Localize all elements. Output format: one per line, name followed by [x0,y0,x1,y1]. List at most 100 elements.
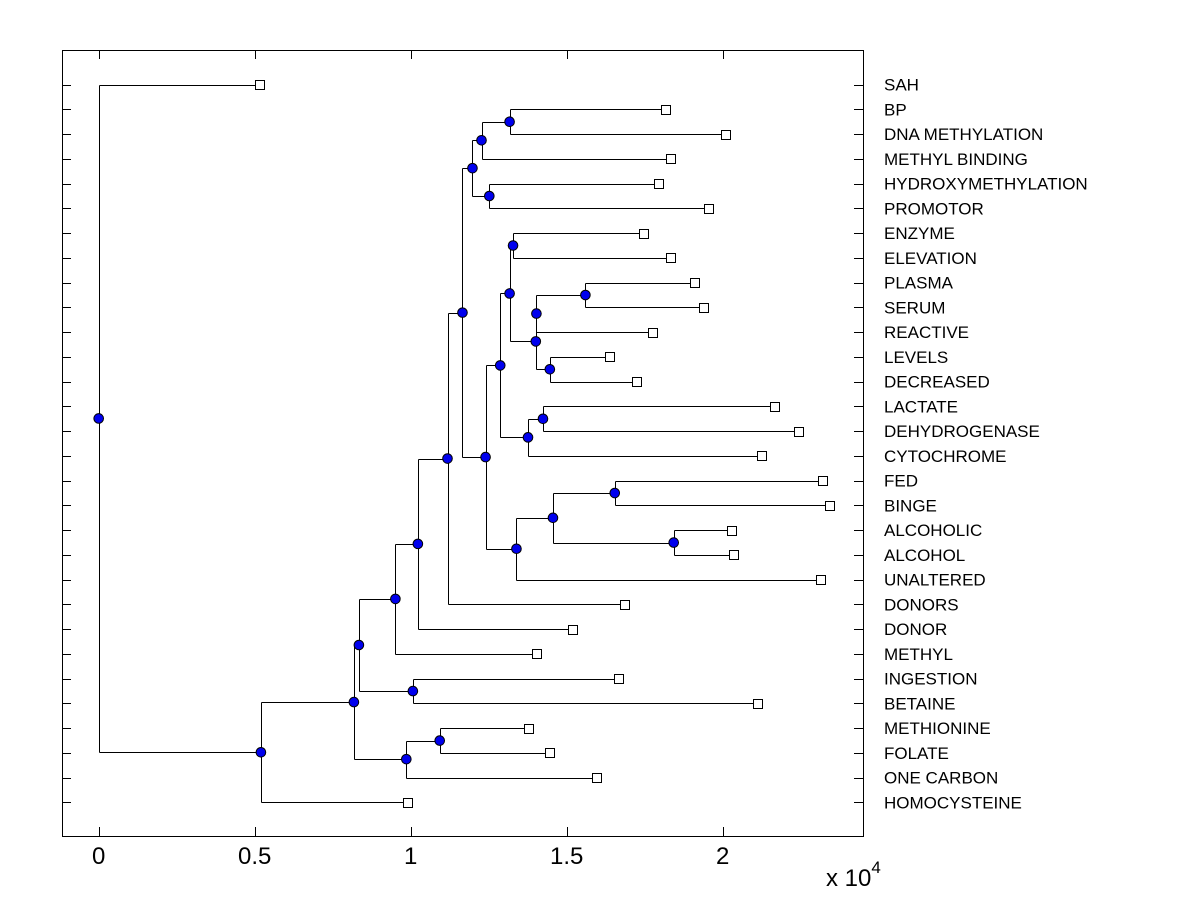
text-layer: 0 0.5 1 1.5 2 SAH BP DNA METHYLATION METHYL BIND… [92,76,1088,892]
leaf-label: BETAINE [884,694,955,713]
x-tick-label: 0.5 [238,843,271,870]
leaf-label: DONOR [884,620,947,639]
internal-node-marker[interactable] [407,685,419,697]
x-tick-label: 2 [716,843,729,870]
internal-node-marker[interactable] [580,289,591,301]
internal-node-marker[interactable] [511,543,522,555]
leaf-tip-marker[interactable] [403,798,413,808]
leaf-tip-marker[interactable] [704,204,714,214]
leaf-tip-marker[interactable] [614,674,624,684]
leaf-tip-marker[interactable] [757,451,767,461]
leaf-label: DEHYDROGENASE [884,422,1040,441]
leaf-tip-marker[interactable] [654,179,664,189]
internal-node-marker[interactable] [353,639,365,651]
leaf-tip-marker[interactable] [666,253,676,263]
leaf-tip-marker[interactable] [729,550,739,560]
leaf-tip-marker[interactable] [545,748,555,758]
leaf-tip-marker[interactable] [727,526,737,536]
leaf-label: FED [884,472,918,491]
internal-node-marker[interactable] [544,363,556,375]
internal-node-marker[interactable] [93,413,104,424]
leaf-label: ALCOHOLIC [884,521,982,540]
internal-node-marker[interactable] [401,753,412,765]
leaf-tip-marker[interactable] [661,105,671,115]
axis-ticks [62,50,864,837]
leaf-label: HOMOCYSTEINE [884,793,1022,812]
node-markers [93,80,835,808]
leaf-tip-marker[interactable] [568,625,578,635]
internal-node-marker[interactable] [434,735,446,746]
internal-node-marker[interactable] [537,413,549,425]
leaf-tip-marker[interactable] [255,80,265,90]
internal-node-marker[interactable] [442,453,453,464]
internal-node-marker[interactable] [412,538,424,550]
leaf-label: FOLATE [884,744,949,763]
leaf-tip-marker[interactable] [816,575,826,585]
internal-node-marker[interactable] [530,336,542,347]
leaf-label: METHYL [884,645,953,664]
internal-node-marker[interactable] [522,432,534,443]
leaf-label: BP [884,100,907,119]
leaf-label: SERUM [884,298,945,317]
leaf-tip-marker[interactable] [666,154,676,164]
leaf-tip-marker[interactable] [639,229,649,239]
internal-node-marker[interactable] [467,162,478,174]
internal-node-marker[interactable] [390,593,401,605]
leaf-tip-marker[interactable] [632,377,642,387]
internal-node-marker[interactable] [484,190,495,202]
branch-lines [99,85,831,803]
x-tick-label: 1.5 [550,843,583,870]
leaf-label: LACTATE [884,397,958,416]
internal-node-marker[interactable] [480,451,491,463]
leaf-tip-marker[interactable] [770,402,780,412]
leaf-label: DECREASED [884,373,990,392]
axis-box [62,50,864,837]
internal-node-marker[interactable] [476,134,487,146]
leaf-label: METHIONINE [884,719,991,738]
leaf-label: PROMOTOR [884,199,984,218]
leaf-label: PLASMA [884,274,954,293]
leaf-label: DONORS [884,595,959,614]
leaf-label: BINGE [884,496,937,515]
internal-node-marker[interactable] [504,116,515,128]
leaf-tip-marker[interactable] [532,649,542,659]
leaf-tip-marker[interactable] [699,303,709,313]
leaf-tip-marker[interactable] [825,501,835,511]
leaf-label: HYDROXYMETHYLATION [884,175,1088,194]
internal-node-marker[interactable] [348,696,360,708]
leaf-label: DNA METHYLATION [884,125,1043,144]
leaf-label: INGESTION [884,670,978,689]
internal-node-marker[interactable] [531,308,542,319]
leaf-tip-marker[interactable] [794,427,804,437]
leaf-tip-marker[interactable] [721,130,731,140]
internal-node-marker[interactable] [494,360,506,371]
leaf-tip-marker[interactable] [818,476,828,486]
leaf-label: ELEVATION [884,249,977,268]
internal-node-marker[interactable] [255,746,267,758]
leaf-tip-marker[interactable] [592,773,602,783]
leaf-label: ALCOHOL [884,546,965,565]
leaf-tip-marker[interactable] [753,699,763,709]
leaf-tip-marker[interactable] [648,328,658,338]
internal-node-marker[interactable] [668,537,680,548]
internal-node-marker[interactable] [504,288,515,299]
leaf-tip-marker[interactable] [605,352,615,362]
leaf-label: METHYL BINDING [884,150,1028,169]
leaf-tip-marker[interactable] [690,278,700,288]
leaf-label: LEVELS [884,348,948,367]
internal-node-marker[interactable] [457,307,468,318]
leaf-tip-marker[interactable] [620,600,630,610]
leaf-label: SAH [884,76,919,95]
axis-exponent-label: x 104 [826,858,881,892]
internal-node-marker[interactable] [547,512,559,524]
x-tick-label: 0 [92,843,105,870]
internal-node-marker[interactable] [609,487,621,499]
leaf-label: REACTIVE [884,323,969,342]
x-tick-label: 1 [404,843,417,870]
leaf-label: ONE CARBON [884,769,998,788]
leaf-tip-marker[interactable] [524,724,534,734]
leaf-label: UNALTERED [884,571,986,590]
leaf-label: ENZYME [884,224,955,243]
internal-node-marker[interactable] [507,240,519,251]
